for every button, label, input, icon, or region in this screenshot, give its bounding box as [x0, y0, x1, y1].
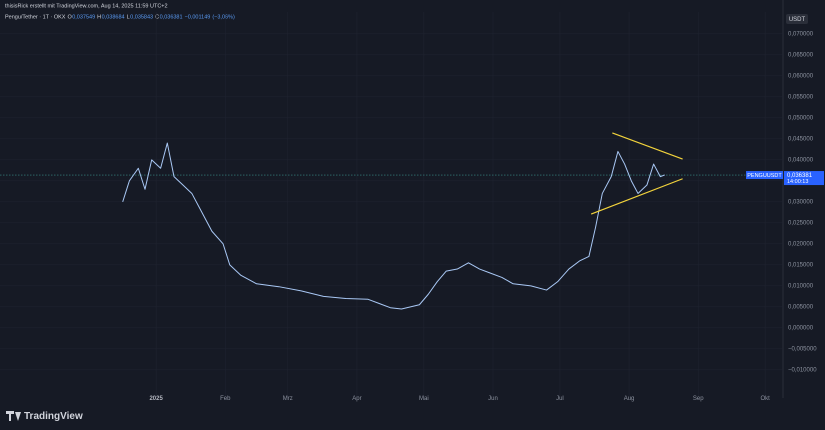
x-tick-label: Aug [624, 396, 635, 402]
ohlc-value: 0,038684 [102, 14, 125, 20]
change: −0,001149 [185, 14, 211, 20]
y-tick-label: 0,055000 [788, 94, 814, 100]
ohlc-value: 0,035843 [130, 14, 153, 20]
y-tick-label: 0,025000 [788, 220, 814, 226]
y-tick-label: 0,050000 [788, 115, 814, 121]
ohlc-value: 0,037549 [72, 14, 95, 20]
y-tick-label: 0,065000 [788, 52, 814, 58]
x-tick-label: Feb [220, 396, 231, 402]
y-tick-label: 0,005000 [788, 304, 814, 310]
x-tick-label: Okt [760, 396, 770, 402]
credit: thisisRick erstellt mit TradingView.com,… [5, 3, 168, 9]
y-tick-label: 0,060000 [788, 73, 814, 79]
ohlc-value: 0,036381 [160, 14, 183, 20]
trendline [612, 132, 683, 160]
symbol-box [746, 171, 783, 180]
y-tick-label: −0,005000 [788, 346, 817, 352]
x-tick-label: Jun [488, 396, 498, 402]
logo-mark [6, 411, 21, 421]
change-pct: (−3,06%) [212, 14, 235, 20]
ohlc-key: C [155, 14, 159, 20]
x-tick-label: Jul [556, 396, 564, 402]
brand: TradingView [24, 411, 83, 422]
y-tick-label: 0,020000 [788, 241, 814, 247]
x-tick-label: Apr [352, 396, 361, 402]
x-tick-label: Mrz [283, 396, 293, 402]
y-tick-label: 0,015000 [788, 262, 814, 268]
currency: USDT [789, 17, 806, 23]
ohlc-key: O [67, 14, 72, 20]
y-tick-label: 0,040000 [788, 157, 814, 163]
y-tick-label: −0,010000 [788, 367, 817, 373]
legend: Pengu/Tether · 1T · OKX O 0,037549 H 0,03868… [5, 14, 235, 20]
brand-logo: TradingView [6, 411, 83, 422]
x-tick-label: Mai [419, 396, 429, 402]
last-price-label: 0,036381 [787, 173, 813, 179]
x-tick-label: 2025 [149, 396, 163, 402]
ohlc-key: H [97, 14, 101, 20]
trendline [590, 178, 683, 215]
ohlc-key: L [127, 14, 130, 20]
x-tick-label: Sep [693, 396, 704, 402]
symbol-label: PENGUUSDT [747, 173, 782, 179]
price-box [784, 171, 824, 186]
y-tick-label: 0,070000 [788, 31, 814, 37]
price-line [122, 142, 665, 310]
symbol-title: Pengu/Tether · 1T · OKX [5, 14, 66, 20]
y-tick-label: 0,010000 [788, 283, 814, 289]
y-tick-label: 0,045000 [788, 136, 814, 142]
y-tick-label: 0,000000 [788, 325, 814, 331]
y-tick-label: 0,030000 [788, 199, 814, 205]
countdown: 14:00:13 [787, 179, 808, 185]
currency-box [786, 14, 808, 24]
